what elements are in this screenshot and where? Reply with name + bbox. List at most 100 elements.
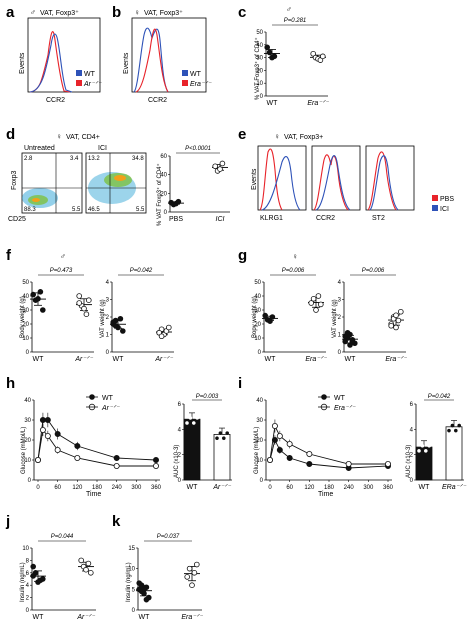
- h-ytick-label: 40: [24, 398, 31, 404]
- h_auc-data-point: [221, 436, 226, 441]
- h-xtick-label: 240: [112, 485, 123, 491]
- h_auc-data-point: [188, 416, 193, 420]
- i-data-point: [276, 432, 283, 439]
- f2-data-point: [158, 333, 165, 340]
- histogram-e2-frame: [311, 145, 361, 211]
- g1-ytick-label: 50: [254, 280, 261, 286]
- panel-a-title: VAT, Foxp3⁺: [40, 10, 79, 17]
- f1-ytick-label: 0: [26, 350, 30, 356]
- histogram-b-ko-trace: [135, 28, 169, 93]
- h-xtick-label: 180: [92, 485, 103, 491]
- plot-c: 0 10 20 30 40 50 WT Era⁻ᐟ⁻ P=0.281: [256, 18, 330, 107]
- d-data-point: [175, 198, 182, 205]
- f1-data-point: [39, 307, 46, 313]
- flow-untreated-peak: [32, 198, 40, 202]
- j-ytick-label: 0: [26, 608, 30, 614]
- i_auc-pvalue: P=0.042: [428, 394, 451, 400]
- g1-group-label: WT: [265, 356, 277, 363]
- i-xtick-label: 240: [344, 485, 355, 491]
- g2-data-point: [393, 312, 399, 319]
- g2-ytick-label: 3: [338, 298, 342, 304]
- i-data-point: [271, 436, 278, 443]
- k-data-point: [194, 561, 200, 568]
- j-data-point: [39, 576, 46, 582]
- histogram-a-xlabel: CCR2: [46, 97, 65, 104]
- j-ytick-label: 8: [26, 558, 30, 564]
- quad-ici-ll: 46.5: [88, 207, 100, 213]
- i-xtick-label: 120: [304, 485, 315, 491]
- g1-ytick-label: 0: [258, 350, 262, 356]
- panel-label-e: e: [238, 126, 246, 143]
- c-data-point: [264, 44, 271, 51]
- legend-h-ko: Ar⁻ᐟ⁻: [101, 405, 121, 412]
- f1-data-point: [76, 300, 82, 306]
- j-data-point: [88, 569, 94, 576]
- h-ytick-label: 10: [24, 458, 31, 464]
- h_auc-group-label: WT: [187, 484, 199, 491]
- quad-untreated-ul: 2.8: [24, 156, 33, 162]
- k-data-point: [189, 582, 195, 588]
- f1-data-point: [81, 305, 87, 312]
- g1-data-point: [308, 300, 315, 306]
- g2-ytick-label: 0: [338, 350, 342, 356]
- c-ytick-label: 20: [256, 68, 263, 74]
- plot-j-ylabel: Insulin (ng/mL): [20, 562, 26, 602]
- legend-a-ko: Ar⁻ᐟ⁻: [83, 81, 103, 88]
- quad-ici-ul: 13.2: [88, 156, 100, 162]
- g1-ytick-label: 20: [254, 322, 261, 328]
- panel-b-sex: ♀: [134, 8, 140, 17]
- histogram-e3-ici-trace: [369, 155, 399, 211]
- i_auc-data-point: [427, 443, 432, 448]
- f2-ytick-label: 1: [106, 333, 110, 339]
- d-ytick-label: 60: [160, 154, 167, 160]
- f1-ytick-label: 40: [22, 294, 29, 300]
- g1-ytick-label: 30: [254, 308, 261, 314]
- i_auc-data-point: [453, 428, 458, 433]
- quad-ici-ur: 34.8: [132, 156, 144, 162]
- histogram-a-wt-trace: [29, 33, 73, 93]
- c-group-label: WT: [267, 100, 279, 107]
- f2-pvalue: P=0.042: [130, 268, 153, 274]
- flow-ici-peak: [114, 175, 126, 181]
- g2-data-point: [397, 308, 404, 315]
- g1-data-point: [269, 314, 276, 320]
- h_auc-data-point: [185, 421, 189, 425]
- f2-ytick-label: 3: [106, 298, 110, 304]
- h-data-point: [113, 462, 120, 469]
- k-data-point: [191, 569, 198, 576]
- histogram-e2-ici-trace: [315, 155, 351, 211]
- h-data-point: [39, 426, 46, 433]
- flow-ici-label: ICI: [98, 145, 107, 152]
- i-data-point: [306, 460, 313, 467]
- g2-pvalue: P=0.006: [362, 268, 385, 274]
- histogram-e1: [257, 145, 307, 211]
- flow-ylabel: Foxp3: [11, 170, 18, 190]
- f2-ytick-label: 2: [106, 315, 110, 321]
- f2-data-point: [166, 324, 172, 331]
- j-ytick-label: 4: [26, 583, 30, 589]
- panel-label-j: j: [5, 513, 10, 530]
- i_auc-data-point: [423, 449, 428, 453]
- g2-ytick-label: 1: [338, 333, 342, 339]
- k-group-label: Era⁻ᐟ⁻: [181, 614, 204, 621]
- k-data-point: [186, 565, 193, 572]
- j-ytick-label: 6: [26, 571, 30, 577]
- h-series-line: [37, 419, 157, 461]
- panel-label-g: g: [238, 247, 247, 264]
- plot-k: 0 5 10 15 WT Era⁻ᐟ⁻ P=0.037: [128, 534, 204, 621]
- g2-data-point: [388, 322, 395, 329]
- f1-data-point: [76, 293, 82, 299]
- histogram-e2-pbs-trace: [313, 154, 349, 211]
- h_auc-bar: [213, 433, 231, 481]
- plot-g1: 0 10 20 30 40 50 WT Era⁻ᐟ⁻ P=0.006: [254, 268, 328, 363]
- h-xtick-label: 300: [131, 485, 142, 491]
- panel-label-a: a: [6, 4, 15, 21]
- h-ytick-label: 0: [28, 478, 32, 484]
- c-pvalue: P=0.281: [284, 18, 307, 24]
- d-ytick-label: 0: [164, 210, 168, 216]
- d-group-label: PBS: [169, 216, 183, 223]
- h-data-point: [113, 454, 120, 461]
- i_auc-group-label: ERa⁻ᐟ⁻: [442, 484, 467, 491]
- f1-ytick-label: 20: [22, 322, 29, 328]
- g2-data-point: [344, 329, 351, 336]
